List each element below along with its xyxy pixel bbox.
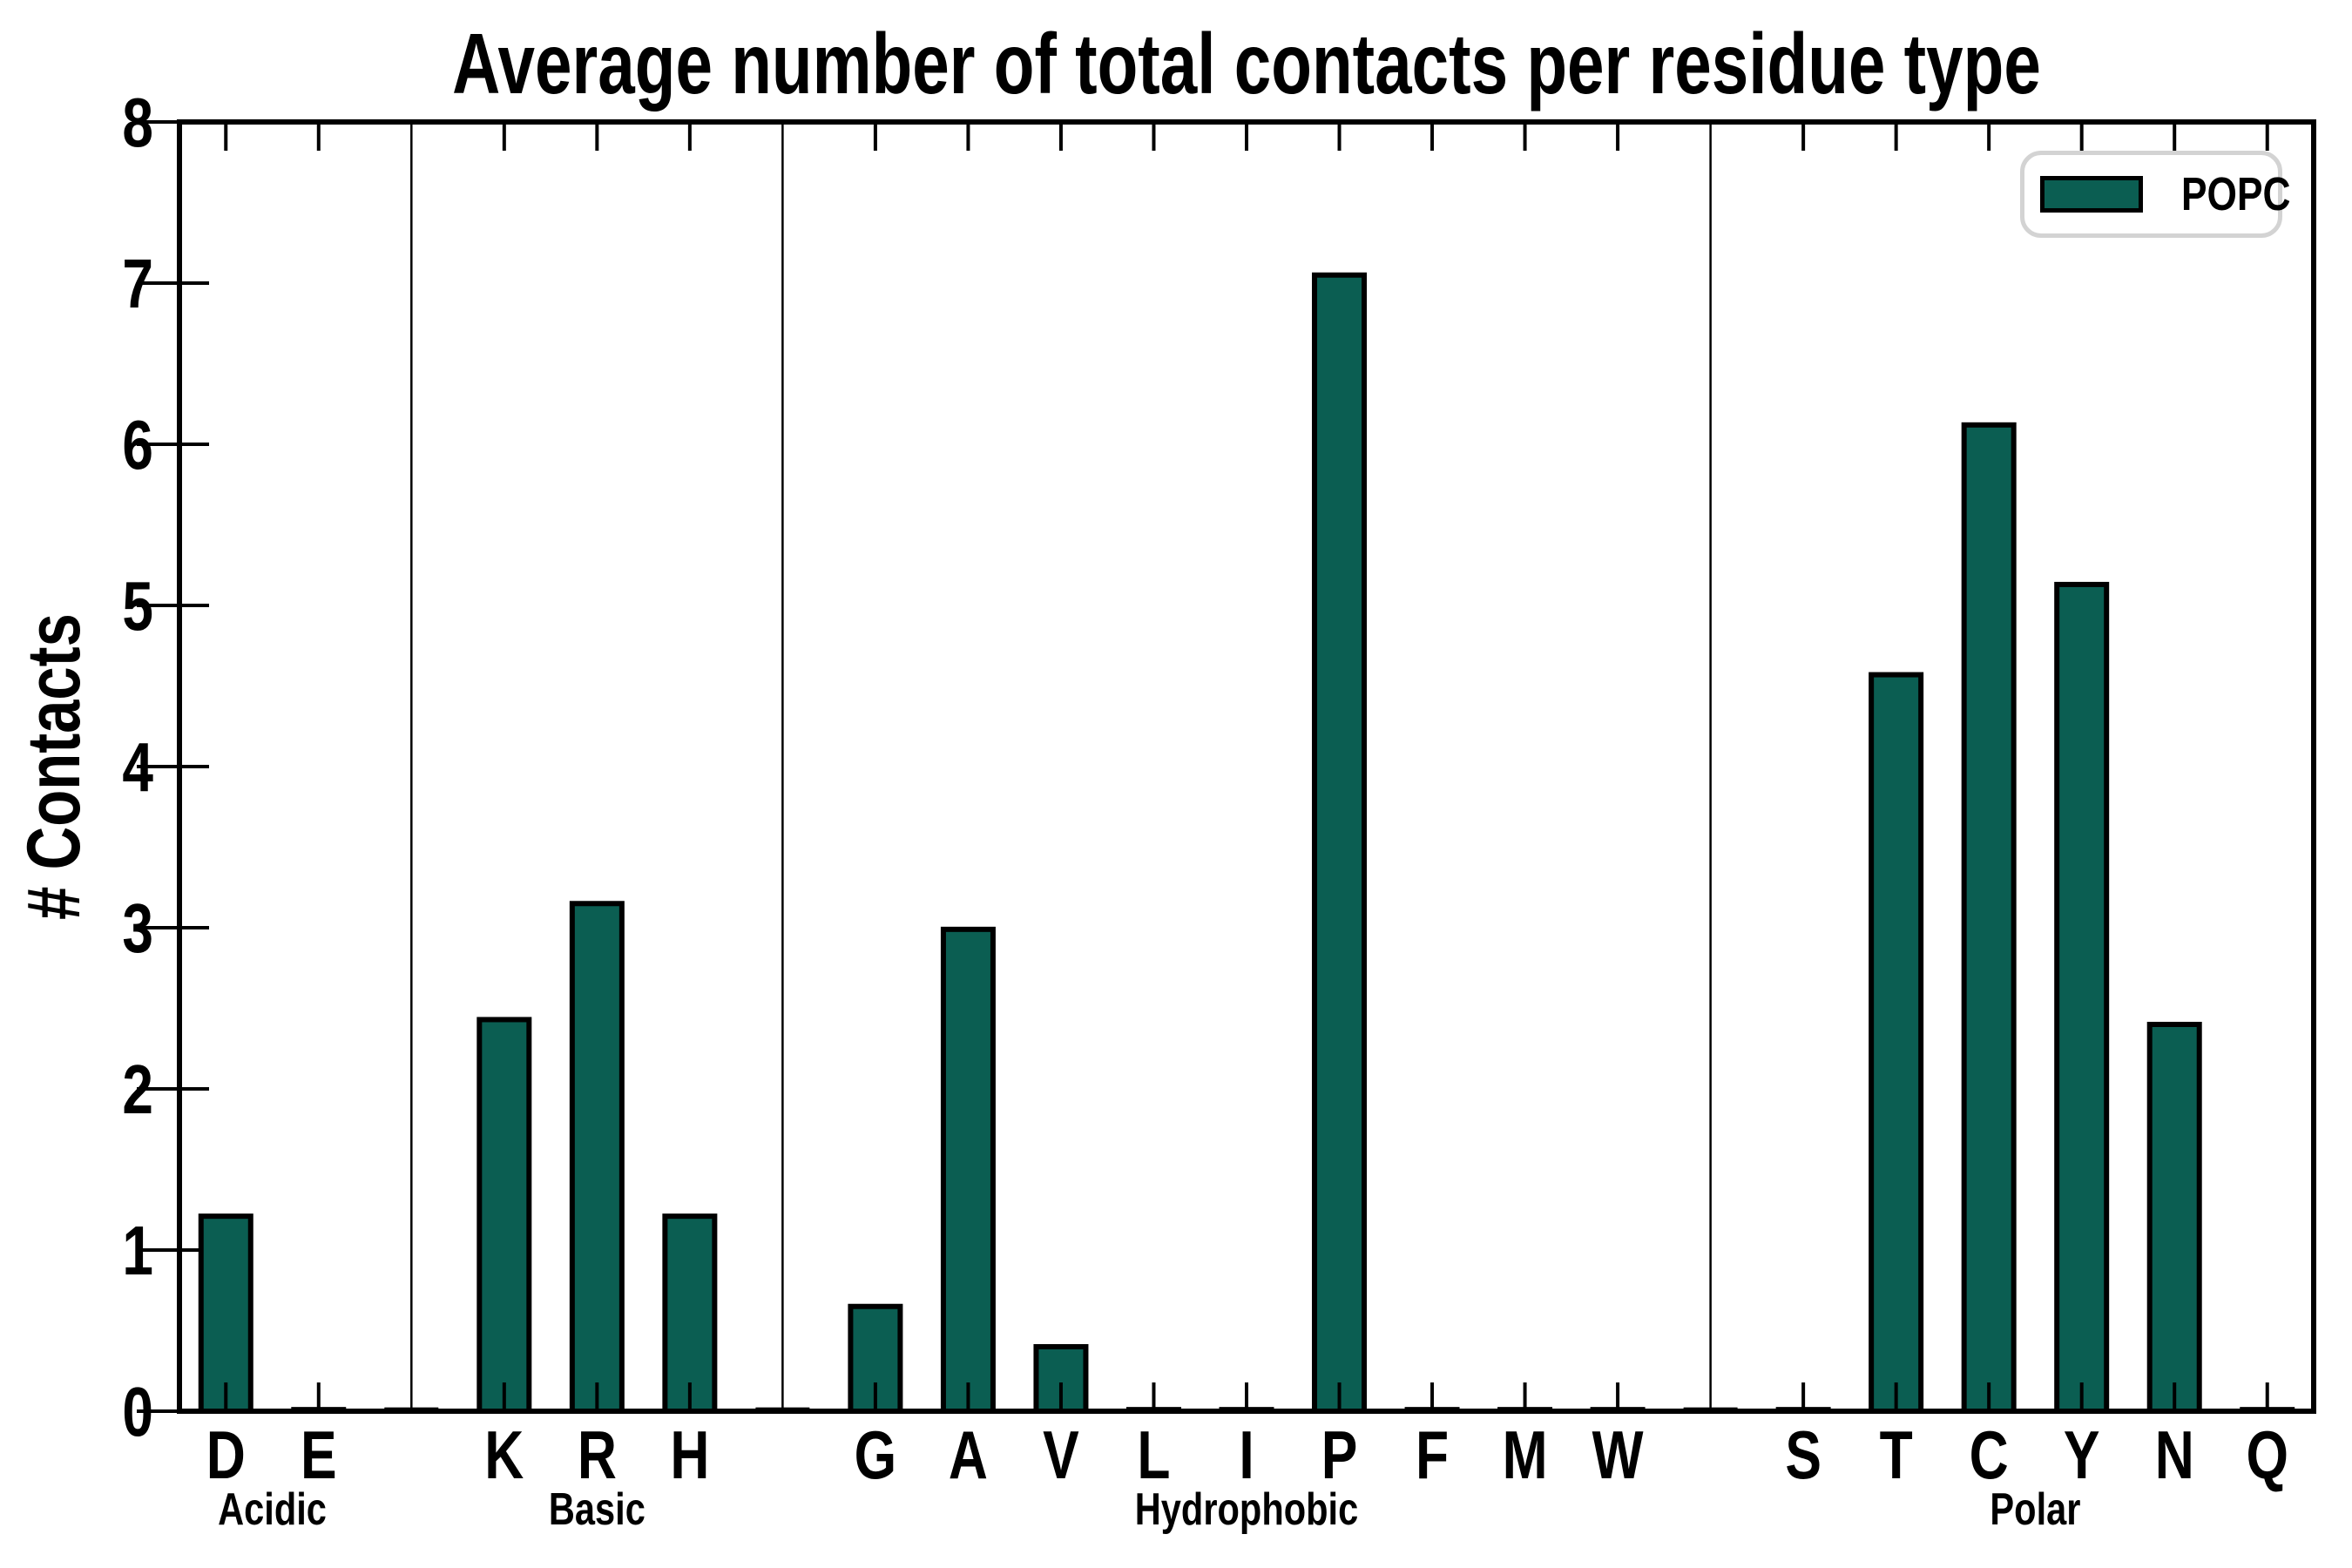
x-tick-label-P: P <box>1321 1416 1358 1492</box>
x-tick-label-S: S <box>1785 1416 1821 1492</box>
bar-K <box>476 1017 532 1414</box>
x-tick-label-L: L <box>1137 1416 1170 1492</box>
legend: POPC <box>2020 151 2290 238</box>
bar-R <box>569 901 625 1414</box>
bar-C <box>1961 422 2017 1414</box>
bar-N <box>2146 1022 2202 1414</box>
x-tick-label-M: M <box>1503 1416 1548 1492</box>
x-tick-label-Y: Y <box>2064 1416 2100 1492</box>
x-tick-label-K: K <box>484 1416 524 1492</box>
x-tick-label-A: A <box>949 1416 988 1492</box>
group-label-Hydrophobic: Hydrophobic <box>1135 1484 1358 1535</box>
bar-H <box>662 1213 718 1415</box>
y-tick-label-0: 0 <box>122 1373 153 1450</box>
x-tick-label-T: T <box>1880 1416 1913 1492</box>
y-axis-label: # Contacts <box>12 613 96 920</box>
y-tick-label-4: 4 <box>122 728 153 806</box>
x-tick-label-W: W <box>1592 1416 1644 1492</box>
bar-A <box>940 926 996 1414</box>
x-tick-label-I: I <box>1239 1416 1254 1492</box>
y-tick-label-1: 1 <box>122 1212 153 1289</box>
y-tick-label-8: 8 <box>122 84 153 161</box>
x-tick-label-Q: Q <box>2246 1416 2288 1492</box>
x-tick-label-R: R <box>578 1416 617 1492</box>
plot-border <box>177 119 2316 1414</box>
x-tick-label-F: F <box>1416 1416 1449 1492</box>
x-tick-label-D: D <box>206 1416 246 1492</box>
legend-swatch-popc <box>2040 176 2143 213</box>
chart-title: Average number of total contacts per res… <box>452 16 2041 112</box>
x-tick-label-E: E <box>301 1416 337 1492</box>
y-tick-label-3: 3 <box>122 889 153 967</box>
x-tick-label-C: C <box>1970 1416 2009 1492</box>
x-tick-label-H: H <box>670 1416 709 1492</box>
bar-P <box>1312 272 1368 1414</box>
x-tick-label-V: V <box>1043 1416 1079 1492</box>
x-tick-label-G: G <box>855 1416 897 1492</box>
x-tick-label-N: N <box>2155 1416 2194 1492</box>
group-label-Basic: Basic <box>549 1484 645 1535</box>
bar-D <box>198 1213 253 1415</box>
y-tick-label-7: 7 <box>122 245 153 322</box>
y-tick-label-5: 5 <box>122 567 153 645</box>
group-label-Polar: Polar <box>1990 1484 2080 1535</box>
group-label-Acidic: Acidic <box>218 1484 327 1535</box>
bar-Y <box>2054 581 2110 1414</box>
y-tick-label-2: 2 <box>122 1051 153 1128</box>
legend-label: POPC <box>2181 168 2291 220</box>
bar-T <box>1869 672 1924 1414</box>
y-tick-label-6: 6 <box>122 406 153 483</box>
